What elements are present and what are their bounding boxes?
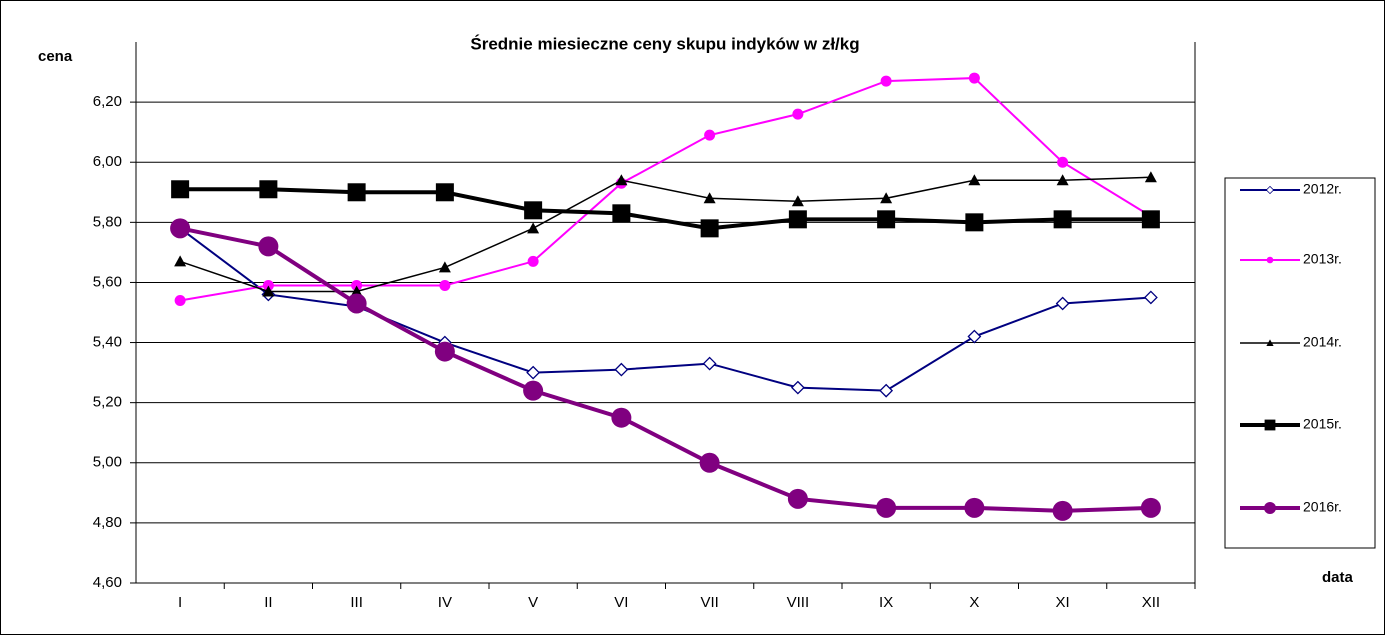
y-tick-label: 5,60 [93, 273, 122, 290]
data-point [965, 213, 984, 232]
x-tick-label: VI [614, 594, 628, 611]
x-tick-label: I [178, 594, 182, 611]
y-tick-label: 4,80 [93, 514, 122, 531]
data-point [879, 383, 894, 398]
data-point [703, 192, 716, 204]
data-point [1053, 210, 1072, 229]
data-point [968, 72, 980, 84]
y-tick-label: 5,40 [93, 334, 122, 351]
data-point [1052, 500, 1073, 521]
y-tick-label: 4,60 [93, 574, 122, 591]
x-tick-label: IV [438, 594, 452, 611]
data-point [704, 129, 716, 141]
data-point [171, 180, 190, 199]
legend-box [1224, 177, 1376, 549]
data-point [347, 183, 366, 202]
x-axis-label: data [1322, 569, 1354, 586]
data-point [435, 183, 454, 202]
data-point [523, 380, 544, 401]
data-point [787, 488, 808, 509]
data-point [258, 236, 279, 257]
x-tick-label: VIII [787, 594, 810, 611]
y-tick-label: 6,00 [93, 153, 122, 170]
series-line [179, 77, 1152, 302]
legend-marker [1266, 256, 1274, 264]
data-point [880, 75, 892, 87]
data-point [788, 210, 807, 229]
data-point [877, 210, 896, 229]
legend-label: 2012r. [1303, 181, 1342, 197]
data-point [880, 192, 893, 204]
series-line [180, 187, 1151, 231]
data-point [1140, 497, 1161, 518]
data-point [262, 279, 274, 291]
data-point [700, 219, 719, 238]
data-point [346, 293, 367, 314]
data-point [792, 108, 804, 120]
data-point [1144, 171, 1157, 183]
x-tick-label: II [264, 594, 272, 611]
series-line [179, 227, 1151, 392]
data-point [259, 180, 278, 199]
data-point [527, 222, 540, 234]
legend-marker [1266, 339, 1274, 346]
data-point [1055, 296, 1070, 311]
data-point [1057, 156, 1069, 168]
y-tick-label: 6,20 [93, 93, 122, 110]
series-line [179, 226, 1151, 513]
data-point [170, 218, 191, 239]
y-axis-label: cena [38, 48, 73, 65]
legend-label: 2014r. [1303, 334, 1342, 350]
data-point [967, 329, 982, 344]
data-point [968, 174, 981, 186]
legend-label: 2015r. [1303, 416, 1342, 432]
chart-title: Średnie miesieczne ceny skupu indyków w … [470, 34, 859, 53]
data-point [351, 279, 363, 291]
data-point [527, 255, 539, 267]
data-point [524, 201, 543, 220]
x-tick-label: III [350, 594, 363, 611]
data-point [611, 407, 632, 428]
x-tick-label: V [528, 594, 538, 611]
data-point [262, 285, 275, 297]
data-point [614, 362, 629, 377]
data-point [790, 380, 805, 395]
data-point [1056, 174, 1069, 186]
data-point [612, 204, 631, 223]
data-point [1143, 290, 1158, 305]
legend-marker [1264, 502, 1276, 514]
x-tick-label: XII [1142, 594, 1160, 611]
data-point [1141, 210, 1160, 229]
data-point [350, 285, 363, 297]
series-line [179, 176, 1151, 293]
y-tick-label: 5,00 [93, 454, 122, 471]
data-point [438, 261, 451, 273]
data-point [702, 356, 717, 371]
data-point [434, 341, 455, 362]
legend-marker [1264, 419, 1276, 431]
legend-marker [1265, 185, 1275, 195]
x-tick-label: IX [879, 594, 893, 611]
data-point [615, 174, 628, 186]
data-point [699, 452, 720, 473]
data-point [876, 497, 897, 518]
legend-label: 2013r. [1303, 251, 1342, 267]
data-point [964, 497, 985, 518]
data-point [174, 294, 186, 306]
x-tick-label: VII [700, 594, 718, 611]
data-point [791, 195, 804, 207]
y-tick-label: 5,20 [93, 394, 122, 411]
data-point [526, 365, 541, 380]
y-tick-label: 5,80 [93, 213, 122, 230]
data-point [174, 255, 187, 267]
x-tick-label: X [969, 594, 979, 611]
x-tick-label: XI [1056, 594, 1070, 611]
data-point [439, 279, 451, 291]
legend-label: 2016r. [1303, 499, 1342, 515]
